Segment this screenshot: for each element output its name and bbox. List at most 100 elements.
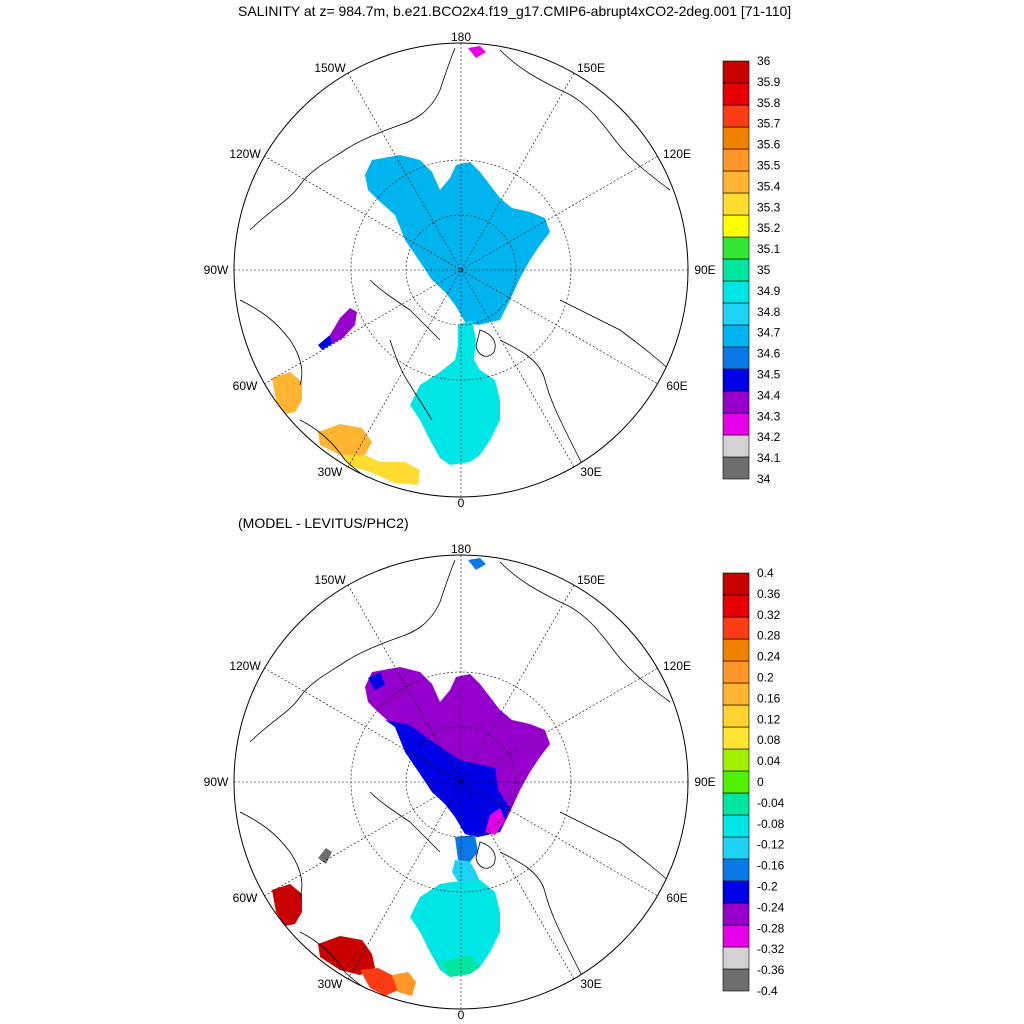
salinity-colorbar-tick-label: 34.5	[757, 368, 781, 382]
nordic-seas-salinity-field	[410, 320, 500, 465]
difference-colorbar-tick-label: -0.4	[757, 984, 778, 998]
salinity-colorbar-swatch	[722, 368, 750, 392]
salinity-colorbar-tick-label: 35.6	[757, 138, 781, 152]
difference-colorbar-swatch	[722, 836, 750, 860]
difference-colorbar-tick-label: 0.4	[757, 566, 774, 580]
difference-colorbar-tick-label: 0.16	[757, 691, 781, 705]
difference-colorbar-swatch	[722, 968, 750, 992]
difference-colorbar-tick-label: 0.04	[757, 754, 781, 768]
svg-text:0: 0	[458, 1008, 465, 1022]
salinity-colorbar-swatch	[722, 412, 750, 436]
lon-label-180-top: 180	[451, 30, 471, 44]
difference-colorbar-swatch	[722, 616, 750, 640]
salinity-colorbar-swatch	[722, 148, 750, 172]
labrador-sea-salinity-field	[272, 372, 302, 414]
difference-colorbar-swatch	[722, 924, 750, 948]
difference-colorbar-swatch	[722, 726, 750, 750]
salinity-colorbar-tick-label: 34.1	[757, 451, 781, 465]
salinity-colorbar-tick-label: 35.1	[757, 242, 781, 256]
difference-colorbar-swatch	[722, 902, 750, 926]
difference-colorbar-swatch	[722, 814, 750, 838]
salinity-colorbar-tick-label: 34.4	[757, 388, 781, 402]
difference-colorbar-swatch	[722, 660, 750, 684]
difference-colorbar-tick-label: 0.12	[757, 712, 781, 726]
svg-text:30E: 30E	[580, 977, 601, 991]
difference-colorbar-tick-label: 0.28	[757, 629, 781, 643]
difference-colorbar-swatch	[722, 594, 750, 618]
salinity-colorbar-tick-label: 35.7	[757, 117, 781, 131]
difference-colorbar-swatch	[722, 704, 750, 728]
salinity-colorbar-tick-label: 35.2	[757, 221, 781, 235]
difference-colorbar-swatch	[722, 638, 750, 662]
salinity-colorbar-swatch	[722, 236, 750, 260]
salinity-colorbar-swatch	[722, 170, 750, 194]
svg-text:30W: 30W	[318, 977, 343, 991]
salinity-colorbar-tick-label: 34.6	[757, 347, 781, 361]
salinity-colorbar-tick-label: 34.3	[757, 409, 781, 423]
svg-text:120E: 120E	[663, 659, 691, 673]
salinity-colorbar-swatch	[722, 456, 750, 480]
svg-text:60E: 60E	[666, 379, 687, 393]
difference-colorbar-tick-label: -0.36	[757, 963, 785, 977]
salinity-colorbar-tick-label: 35.8	[757, 96, 781, 110]
salinity-colorbar-swatch	[722, 60, 750, 84]
bottom-plot-title: (MODEL - LEVITUS/PHC2)	[238, 515, 409, 531]
difference-colorbar-tick-label: 0.36	[757, 587, 781, 601]
lon-label-180-bottom: 180	[451, 542, 471, 556]
nordic-seas-difference-field	[410, 880, 500, 977]
salinity-colorbar-tick-label: 35.4	[757, 179, 781, 193]
baffin-bay-salinity-field	[330, 308, 357, 344]
salinity-colorbar-swatch	[722, 126, 750, 150]
difference-colorbar-swatch	[722, 770, 750, 794]
svg-text:90E: 90E	[694, 775, 715, 789]
salinity-colorbar-tick-label: 35.5	[757, 159, 781, 173]
salinity-colorbar-tick-label: 35	[757, 263, 771, 277]
salinity-colorbar-swatch	[722, 214, 750, 238]
salinity-colorbar-swatch	[722, 434, 750, 458]
svg-text:120W: 120W	[229, 659, 261, 673]
salinity-colorbar-tick-label: 35.3	[757, 200, 781, 214]
salinity-colorbar-swatch	[722, 302, 750, 326]
salinity-colorbar-tick-label: 34.7	[757, 326, 781, 340]
salinity-colorbar-swatch	[722, 258, 750, 282]
svg-text:0: 0	[458, 496, 465, 510]
difference-colorbar-swatch	[722, 748, 750, 772]
svg-text:120E: 120E	[663, 147, 691, 161]
svg-text:120W: 120W	[229, 147, 261, 161]
labrador-sea-difference-field	[272, 884, 302, 926]
salinity-colorbar-swatch	[722, 192, 750, 216]
difference-colorbar-swatch	[722, 572, 750, 596]
salinity-colorbar-swatch	[722, 280, 750, 304]
top-plot-title: SALINITY at z= 984.7m, b.e21.BCO2x4.f19_…	[238, 3, 792, 19]
difference-colorbar-tick-label: -0.28	[757, 921, 785, 935]
svg-text:90E: 90E	[694, 263, 715, 277]
svg-text:150E: 150E	[577, 573, 605, 587]
salinity-colorbar: 34 34.1 34.2 34.3 34.4 34.5 34.6 34.7 34.8 34.9 35…	[722, 54, 781, 486]
difference-colorbar-tick-label: -0.32	[757, 942, 785, 956]
difference-colorbar-tick-label: -0.24	[757, 900, 785, 914]
difference-colorbar-tick-label: 0.32	[757, 608, 781, 622]
salinity-colorbar-swatch	[722, 104, 750, 128]
arctic-basin-salinity-field	[365, 155, 550, 325]
salinity-colorbar-tick-label: 35.9	[757, 75, 781, 89]
difference-colorbar-swatch	[722, 946, 750, 970]
salinity-colorbar-tick-label: 34	[757, 472, 771, 486]
svg-text:150E: 150E	[577, 61, 605, 75]
salinity-colorbar-swatch	[722, 82, 750, 106]
difference-colorbar-tick-label: 0.2	[757, 671, 774, 685]
arctic-basin-difference-field	[365, 667, 550, 837]
difference-colorbar-tick-label: -0.16	[757, 859, 785, 873]
salinity-colorbar-swatch	[722, 346, 750, 370]
svg-text:90W: 90W	[204, 775, 229, 789]
north-atlantic-difference-field	[318, 936, 375, 975]
svg-text:30E: 30E	[580, 465, 601, 479]
salinity-colorbar-swatch	[722, 324, 750, 348]
salinity-colorbar-swatch	[722, 390, 750, 414]
difference-colorbar-swatch	[722, 880, 750, 904]
svg-text:150W: 150W	[314, 573, 346, 587]
salinity-colorbar-tick-label: 34.8	[757, 305, 781, 319]
svg-text:60E: 60E	[666, 891, 687, 905]
difference-colorbar-tick-label: -0.04	[757, 796, 785, 810]
difference-colorbar-swatch	[722, 682, 750, 706]
